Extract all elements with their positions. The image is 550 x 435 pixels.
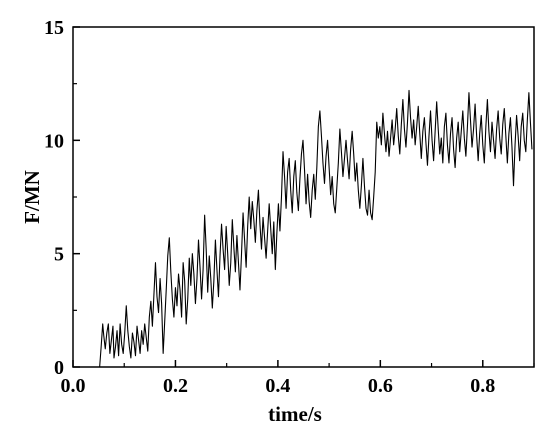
x-tick-label: 0.2 [163, 375, 188, 397]
x-axis-label: time/s [268, 402, 322, 426]
y-tick-label: 15 [44, 17, 64, 39]
y-tick-label: 0 [54, 357, 64, 379]
force-series-line [99, 89, 533, 368]
x-tick-label: 0.0 [61, 375, 86, 397]
x-tick-label: 0.8 [470, 375, 495, 397]
x-axis: 0.0 0.2 0.4 0.6 0.8 [61, 360, 535, 397]
y-tick-label: 10 [44, 130, 64, 152]
x-tick-label: 0.4 [265, 375, 290, 397]
y-tick-label: 5 [54, 244, 64, 266]
y-axis-label: F/MN [20, 170, 44, 224]
plot-frame [72, 26, 535, 368]
x-tick-label: 0.6 [368, 375, 393, 397]
y-axis: 0 5 10 15 [44, 17, 80, 379]
